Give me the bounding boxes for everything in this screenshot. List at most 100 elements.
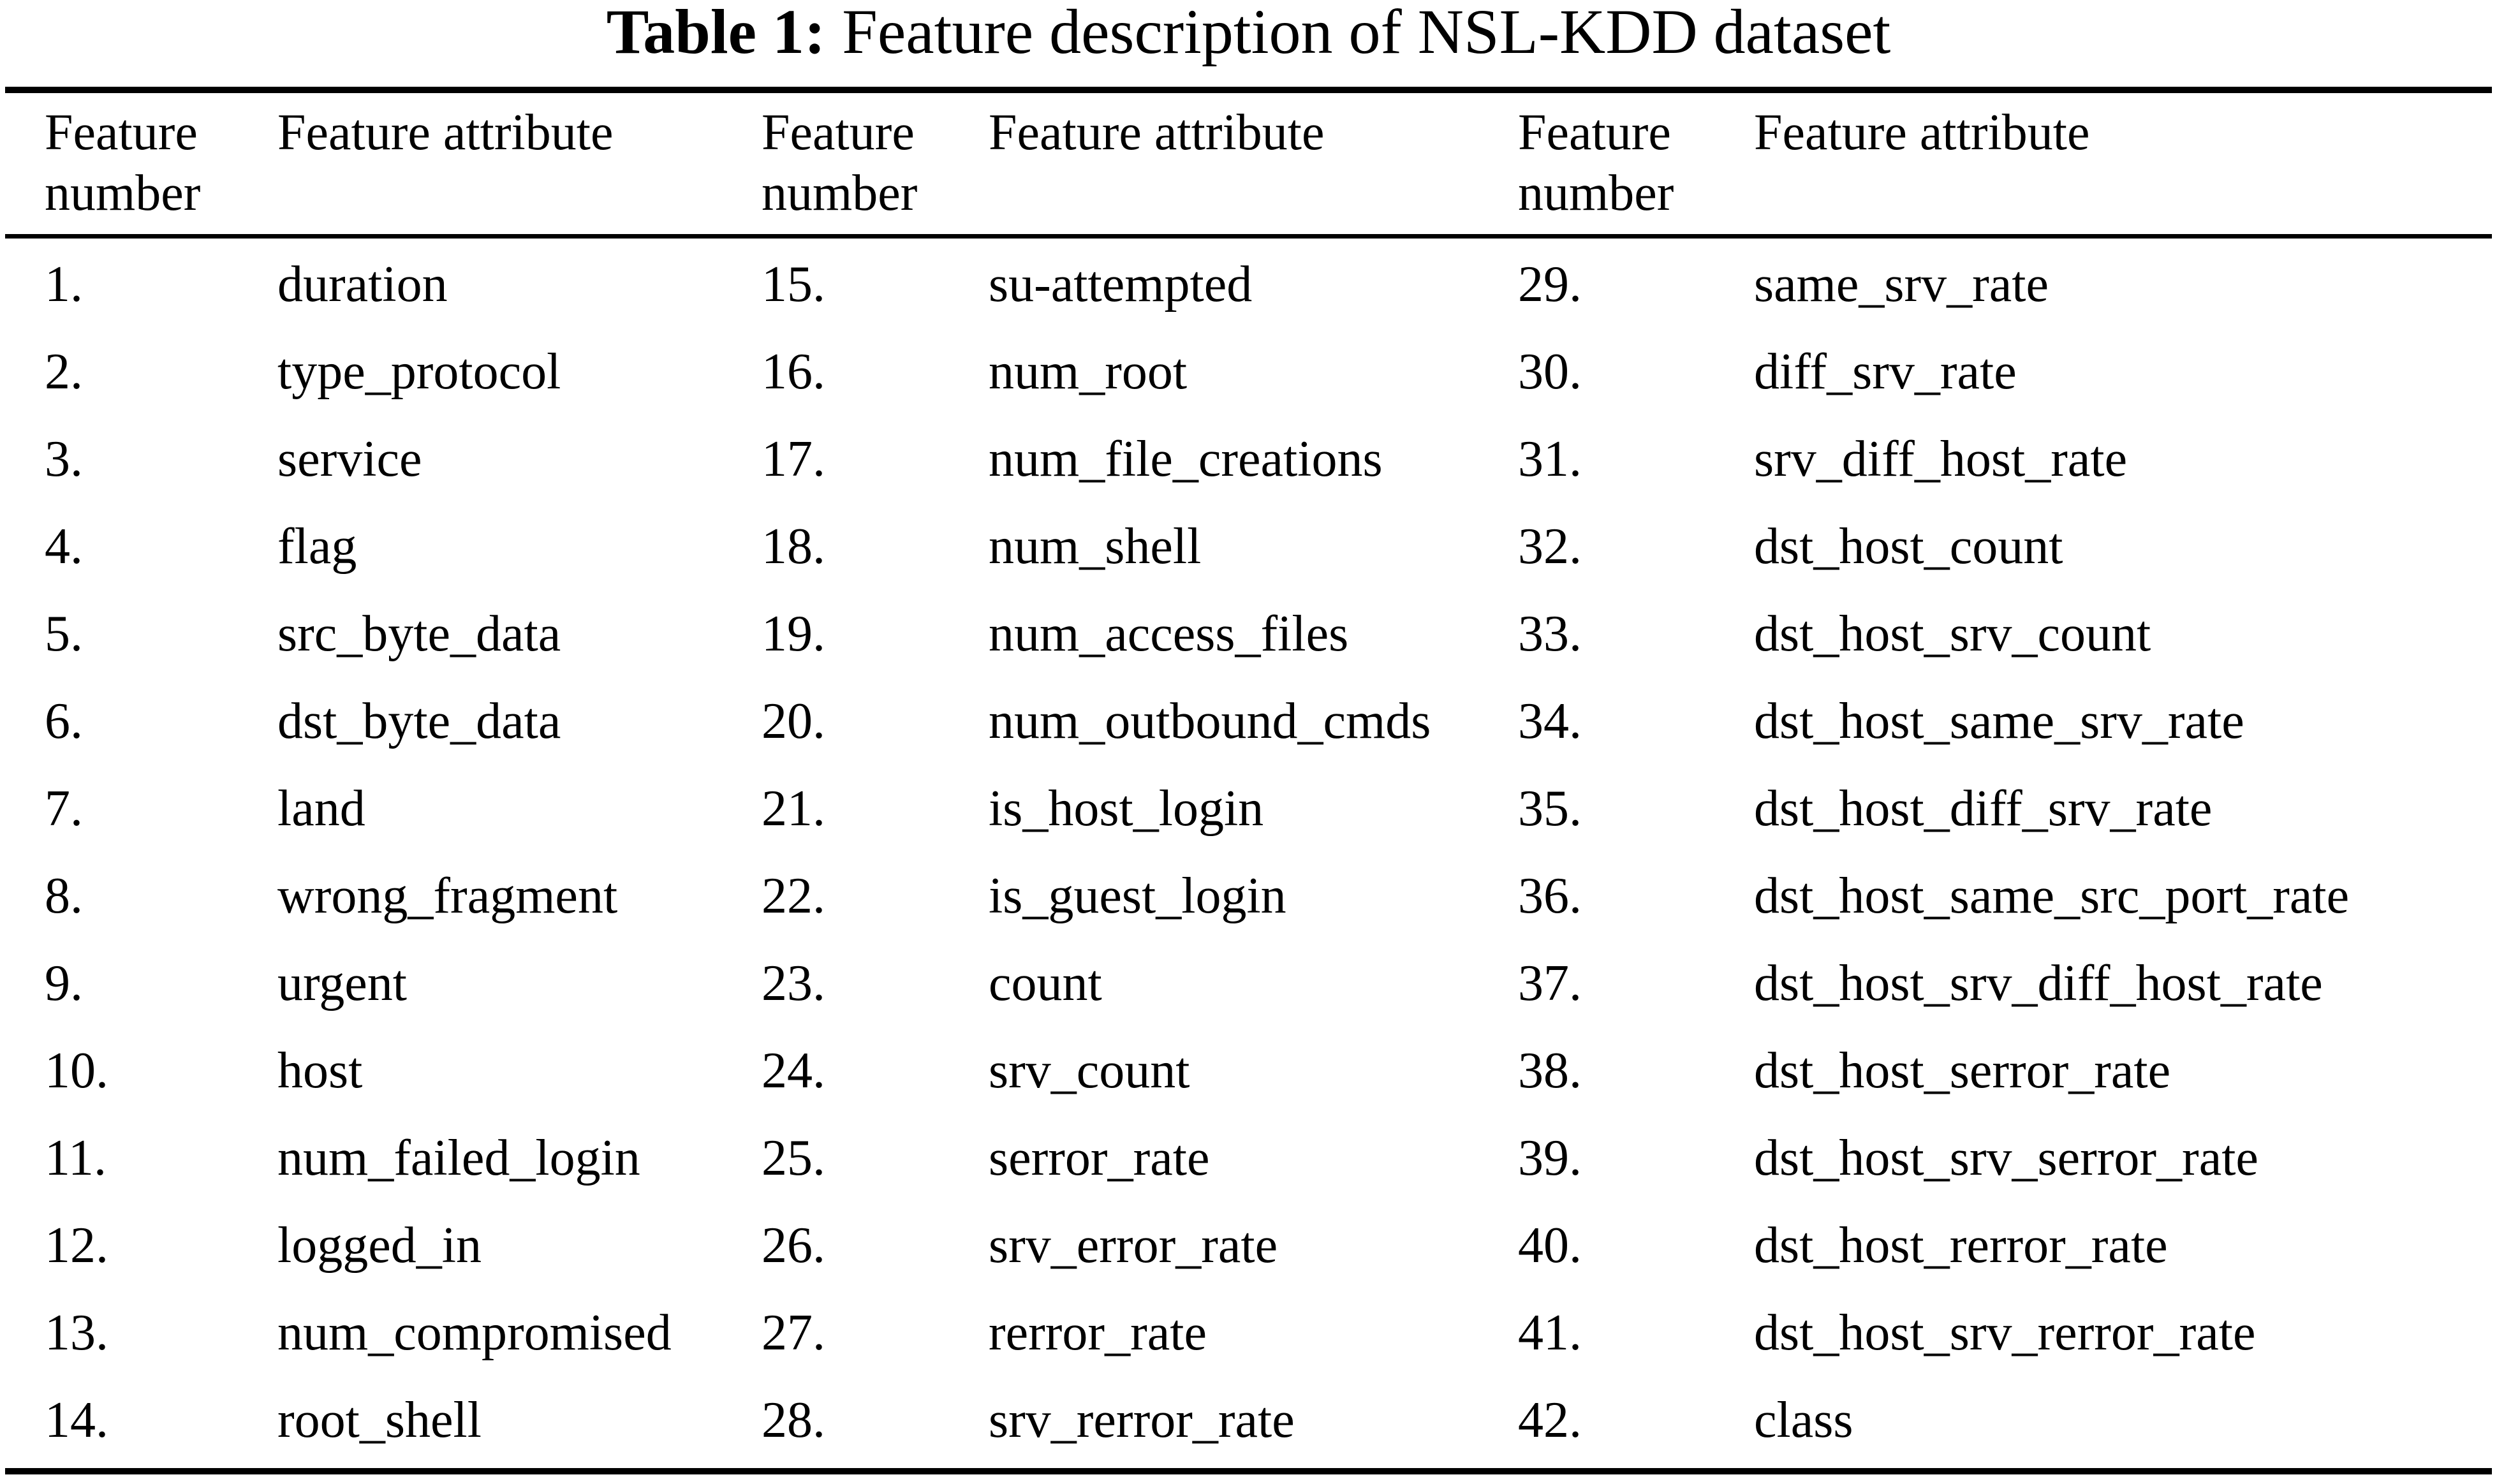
feature-attribute-cell: logged_in bbox=[277, 1217, 482, 1274]
table-row: 10. host 24. srv_count 38. dst_host_serror_ra… bbox=[0, 1027, 2497, 1115]
feature-number-cell: 21. bbox=[762, 781, 825, 837]
table-row: 5. src_byte_data 19. num_access_files 33. dst… bbox=[0, 591, 2497, 678]
feature-attribute-cell: srv_rerror_rate bbox=[989, 1392, 1295, 1448]
feature-attribute-cell: dst_host_count bbox=[1754, 518, 2063, 575]
table-caption: Table 1: Feature description of NSL-KDD d… bbox=[0, 0, 2497, 66]
table-row: 12. logged_in 26. srv_error_rate 40. dst_host… bbox=[0, 1202, 2497, 1289]
feature-number-cell: 20. bbox=[762, 693, 825, 749]
feature-attribute-cell: type_protocol bbox=[277, 344, 561, 400]
feature-number-cell: 32. bbox=[1518, 518, 1582, 575]
feature-attribute-cell: dst_host_srv_serror_rate bbox=[1754, 1130, 2258, 1186]
table-row: 4. flag 18. num_shell 32. dst_host_count bbox=[0, 503, 2497, 591]
feature-number-cell: 6. bbox=[45, 693, 83, 749]
header-feature-number: Feature number bbox=[762, 105, 918, 221]
feature-number-cell: 37. bbox=[1518, 955, 1582, 1011]
feature-attribute-cell: dst_byte_data bbox=[277, 693, 561, 749]
feature-attribute-cell: dst_host_rerror_rate bbox=[1754, 1217, 2168, 1274]
feature-number-cell: 31. bbox=[1518, 431, 1582, 487]
feature-number-cell: 29. bbox=[1518, 256, 1582, 312]
feature-number-cell: 19. bbox=[762, 606, 825, 662]
feature-number-cell: 25. bbox=[762, 1130, 825, 1186]
feature-attribute-cell: num_root bbox=[989, 344, 1188, 400]
feature-number-cell: 14. bbox=[45, 1392, 108, 1448]
feature-attribute-cell: host bbox=[277, 1043, 363, 1099]
feature-attribute-cell: count bbox=[989, 955, 1102, 1011]
feature-number-cell: 1. bbox=[45, 256, 83, 312]
feature-attribute-cell: same_srv_rate bbox=[1754, 256, 2049, 312]
header-feature-attribute: Feature attribute bbox=[1754, 105, 2090, 161]
table-row: 6. dst_byte_data 20. num_outbound_cmds 34. ds… bbox=[0, 678, 2497, 765]
feature-number-cell: 35. bbox=[1518, 781, 1582, 837]
feature-number-cell: 42. bbox=[1518, 1392, 1582, 1448]
table-row: 1. duration 15. su-attempted 29. same_srv_rat… bbox=[0, 241, 2497, 328]
header-feature-number: Feature number bbox=[1518, 105, 1674, 221]
feature-number-cell: 30. bbox=[1518, 344, 1582, 400]
table-row: 9. urgent 23. count 37. dst_host_srv_diff_hos… bbox=[0, 940, 2497, 1027]
table-row: 14. root_shell 28. srv_rerror_rate 42. class bbox=[0, 1377, 2497, 1464]
feature-attribute-cell: dst_host_serror_rate bbox=[1754, 1043, 2171, 1099]
table-bottom-rule bbox=[5, 1468, 2492, 1474]
feature-number-cell: 15. bbox=[762, 256, 825, 312]
feature-attribute-cell: src_byte_data bbox=[277, 606, 561, 662]
feature-attribute-cell: num_compromised bbox=[277, 1305, 672, 1361]
feature-attribute-cell: srv_diff_host_rate bbox=[1754, 431, 2128, 487]
feature-attribute-cell: srv_count bbox=[989, 1043, 1190, 1099]
feature-number-cell: 28. bbox=[762, 1392, 825, 1448]
feature-number-cell: 22. bbox=[762, 868, 825, 924]
table-top-rule bbox=[5, 87, 2492, 93]
feature-number-cell: 18. bbox=[762, 518, 825, 575]
feature-attribute-cell: land bbox=[277, 781, 365, 837]
header-feature-attribute: Feature attribute bbox=[277, 105, 614, 161]
feature-attribute-cell: diff_srv_rate bbox=[1754, 344, 2017, 400]
feature-number-cell: 23. bbox=[762, 955, 825, 1011]
feature-number-cell: 5. bbox=[45, 606, 83, 662]
feature-attribute-cell: is_guest_login bbox=[989, 868, 1286, 924]
table-row: 7. land 21. is_host_login 35. dst_host_diff_s… bbox=[0, 765, 2497, 853]
feature-attribute-cell: dst_host_srv_diff_host_rate bbox=[1754, 955, 2323, 1011]
feature-number-cell: 36. bbox=[1518, 868, 1582, 924]
feature-number-cell: 39. bbox=[1518, 1130, 1582, 1186]
table-row: 13. num_compromised 27. rerror_rate 41. dst_h… bbox=[0, 1289, 2497, 1377]
feature-attribute-cell: num_file_creations bbox=[989, 431, 1383, 487]
header-feature-attribute: Feature attribute bbox=[989, 105, 1325, 161]
feature-number-cell: 10. bbox=[45, 1043, 108, 1099]
feature-number-cell: 38. bbox=[1518, 1043, 1582, 1099]
feature-attribute-cell: duration bbox=[277, 256, 448, 312]
feature-attribute-cell: su-attempted bbox=[989, 256, 1253, 312]
table-row: 3. service 17. num_file_creations 31. srv_dif… bbox=[0, 416, 2497, 503]
feature-attribute-cell: wrong_fragment bbox=[277, 868, 618, 924]
feature-attribute-cell: service bbox=[277, 431, 422, 487]
feature-number-cell: 41. bbox=[1518, 1305, 1582, 1361]
feature-attribute-cell: dst_host_diff_srv_rate bbox=[1754, 781, 2213, 837]
feature-attribute-cell: dst_host_same_srv_rate bbox=[1754, 693, 2244, 749]
feature-number-cell: 27. bbox=[762, 1305, 825, 1361]
feature-number-cell: 4. bbox=[45, 518, 83, 575]
table-row: 8. wrong_fragment 22. is_guest_login 36. dst_… bbox=[0, 853, 2497, 940]
feature-attribute-cell: dst_host_srv_rerror_rate bbox=[1754, 1305, 2256, 1361]
feature-attribute-cell: srv_error_rate bbox=[989, 1217, 1278, 1274]
feature-number-cell: 33. bbox=[1518, 606, 1582, 662]
feature-attribute-cell: dst_host_same_src_port_rate bbox=[1754, 868, 2350, 924]
feature-attribute-cell: num_access_files bbox=[989, 606, 1349, 662]
feature-number-cell: 8. bbox=[45, 868, 83, 924]
feature-attribute-cell: num_failed_login bbox=[277, 1130, 640, 1186]
feature-number-cell: 2. bbox=[45, 344, 83, 400]
feature-number-cell: 12. bbox=[45, 1217, 108, 1274]
feature-number-cell: 3. bbox=[45, 431, 83, 487]
feature-number-cell: 17. bbox=[762, 431, 825, 487]
feature-number-cell: 16. bbox=[762, 344, 825, 400]
feature-number-cell: 24. bbox=[762, 1043, 825, 1099]
feature-attribute-cell: num_shell bbox=[989, 518, 1202, 575]
feature-number-cell: 11. bbox=[45, 1130, 107, 1186]
feature-attribute-cell: serror_rate bbox=[989, 1130, 1210, 1186]
feature-number-cell: 40. bbox=[1518, 1217, 1582, 1274]
feature-attribute-cell: rerror_rate bbox=[989, 1305, 1207, 1361]
table-header-rule bbox=[5, 234, 2492, 239]
feature-attribute-cell: urgent bbox=[277, 955, 407, 1011]
feature-number-cell: 34. bbox=[1518, 693, 1582, 749]
feature-attribute-cell: root_shell bbox=[277, 1392, 482, 1448]
feature-attribute-cell: flag bbox=[277, 518, 357, 575]
table-caption-text: Feature description of NSL-KDD dataset bbox=[842, 0, 1891, 67]
